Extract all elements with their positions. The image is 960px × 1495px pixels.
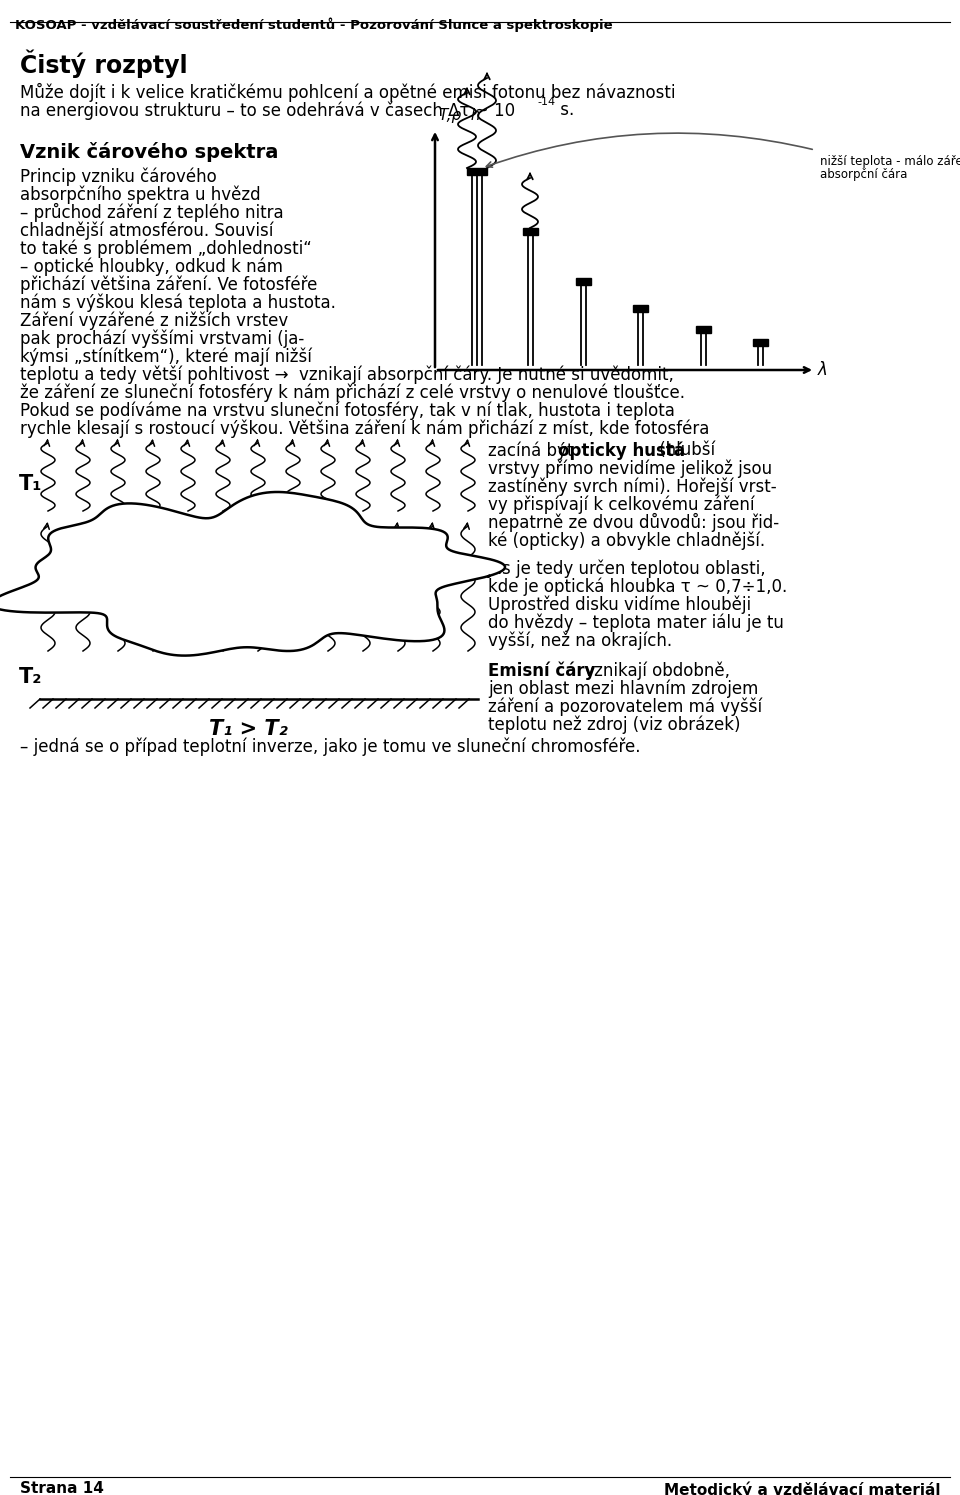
Text: kýmsi „stínítkem“), které mají nižší: kýmsi „stínítkem“), které mají nižší	[20, 347, 312, 365]
Text: -14: -14	[537, 97, 555, 108]
Text: Může dojít i k velice kratičkému pohlcení a opětné emisi fotonu bez návaznosti: Může dojít i k velice kratičkému pohlcen…	[20, 84, 676, 102]
Text: – průchod záření z teplého nitra: – průchod záření z teplého nitra	[20, 203, 283, 223]
Text: KOSOAP - vzdělávací soustředení studentů - Pozorování Slunce a spektroskopie: KOSOAP - vzdělávací soustředení studentů…	[15, 16, 612, 31]
Text: Princip vzniku čárového: Princip vzniku čárového	[20, 167, 217, 185]
Text: nižší teplota - málo záření: nižší teplota - málo záření	[820, 155, 960, 167]
Text: nám s výškou klesá teplota a hustota.: nám s výškou klesá teplota a hustota.	[20, 293, 336, 311]
Text: T₁ > T₂: T₁ > T₂	[208, 719, 287, 739]
Bar	[633, 305, 647, 312]
Text: zacíná být: zacíná být	[488, 441, 579, 459]
Text: zastíněny svrch ními). Hořejší vrst-: zastíněny svrch ními). Hořejší vrst-	[488, 477, 777, 495]
Text: záření a pozorovatelem má vyšší: záření a pozorovatelem má vyšší	[488, 697, 762, 716]
Text: teplotu než zdroj (viz obrázek): teplotu než zdroj (viz obrázek)	[488, 715, 740, 734]
Text: – optické hloubky, odkud k nám: – optické hloubky, odkud k nám	[20, 257, 283, 275]
Text: kde je optická hloubka τ ~ 0,7÷1,0.: kde je optická hloubka τ ~ 0,7÷1,0.	[488, 577, 787, 595]
Text: T,ρ  h: T,ρ h	[439, 108, 481, 123]
Bar	[467, 167, 487, 175]
Text: vy přispívají k celkovému záření: vy přispívají k celkovému záření	[488, 495, 755, 513]
Text: vznikají obdobně,: vznikají obdobně,	[579, 661, 730, 680]
Polygon shape	[0, 492, 505, 656]
Text: Pokud se podíváme na vrstvu sluneční fotosféry, tak v ní tlak, hustota i teplota: Pokud se podíváme na vrstvu sluneční fot…	[20, 401, 675, 420]
Text: (hlubší: (hlubší	[654, 441, 715, 459]
Bar	[522, 229, 538, 235]
Bar	[753, 339, 767, 345]
Text: absorpčního spektra u hvězd: absorpčního spektra u hvězd	[20, 185, 260, 203]
Text: λ: λ	[818, 360, 828, 380]
Text: přichází většina záření. Ve fotosféře: přichází většina záření. Ve fotosféře	[20, 275, 318, 293]
Text: Záření vyzářené z nižších vrstev: Záření vyzářené z nižších vrstev	[20, 311, 288, 329]
Text: opticky hustá: opticky hustá	[558, 441, 685, 459]
Text: vrstvy přímo nevidíme jelikož jsou: vrstvy přímo nevidíme jelikož jsou	[488, 459, 772, 477]
Text: Emisní čáry: Emisní čáry	[488, 661, 595, 680]
Bar	[695, 326, 710, 333]
Text: s.: s.	[555, 102, 574, 120]
Text: nepatrně ze dvou důvodů: jsou řid-: nepatrně ze dvou důvodů: jsou řid-	[488, 513, 780, 532]
Text: vyšší, než na okrajích.: vyšší, než na okrajích.	[488, 631, 672, 649]
Text: do hvězdy – teplota mater iálu je tu: do hvězdy – teplota mater iálu je tu	[488, 613, 784, 631]
Text: Strana 14: Strana 14	[20, 1482, 104, 1495]
Text: pak prochází vyššími vrstvami (ja-: pak prochází vyššími vrstvami (ja-	[20, 329, 304, 347]
Text: Uprostřed disku vidíme hlouběji: Uprostřed disku vidíme hlouběji	[488, 595, 751, 613]
Text: Jas je tedy určen teplotou oblasti,: Jas je tedy určen teplotou oblasti,	[488, 559, 767, 577]
Text: – jedná se o případ teplotní inverze, jako je tomu ve sluneční chromosféře.: – jedná se o případ teplotní inverze, ja…	[20, 737, 640, 755]
Text: Metodický a vzdělávací materiál: Metodický a vzdělávací materiál	[663, 1482, 940, 1495]
Text: jen oblast mezi hlavním zdrojem: jen oblast mezi hlavním zdrojem	[488, 679, 758, 698]
Text: že záření ze sluneční fotosféry k nám přichází z celé vrstvy o nenulové tloušťce: že záření ze sluneční fotosféry k nám př…	[20, 383, 685, 402]
Text: chladnější atmosférou. Souvisí: chladnější atmosférou. Souvisí	[20, 221, 274, 239]
Bar	[575, 278, 590, 286]
Text: na energiovou strukturu – to se odehrává v časech Δτ ~ 10: na energiovou strukturu – to se odehrává…	[20, 102, 516, 120]
Text: T₁: T₁	[19, 474, 42, 493]
Text: ké (opticky) a obvykle chladnější.: ké (opticky) a obvykle chladnější.	[488, 531, 765, 550]
Text: to také s problémem „dohlednosti“: to také s problémem „dohlednosti“	[20, 239, 312, 257]
Text: absorpční čára: absorpční čára	[820, 167, 907, 181]
Text: Čistý rozptyl: Čistý rozptyl	[20, 49, 187, 79]
Text: Vznik čárového spektra: Vznik čárového spektra	[20, 142, 278, 161]
Text: rychle klesají s rostoucí výškou. Většina záření k nám přichází z míst, kde foto: rychle klesají s rostoucí výškou. Většin…	[20, 419, 709, 438]
Text: T₂: T₂	[19, 667, 42, 688]
Text: teplotu a tedy větší pohltivost →  vznikají absorpční čáry. Je nutné si uvědomit: teplotu a tedy větší pohltivost → vznika…	[20, 365, 674, 384]
